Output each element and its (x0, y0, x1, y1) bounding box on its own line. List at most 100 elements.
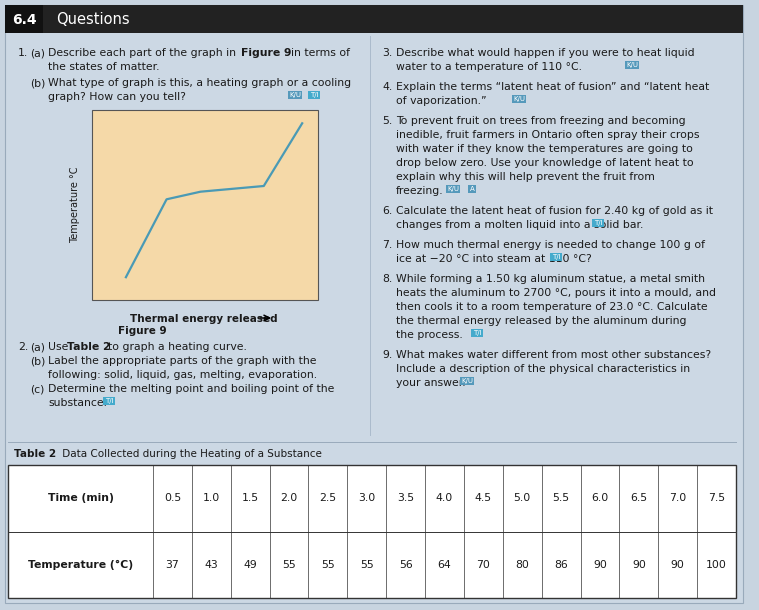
Text: 90: 90 (593, 560, 607, 570)
Text: drop below zero. Use your knowledge of latent heat to: drop below zero. Use your knowledge of l… (396, 158, 694, 168)
Text: 6.5: 6.5 (630, 493, 647, 503)
Text: K/U: K/U (626, 62, 638, 68)
Text: 2.0: 2.0 (280, 493, 298, 503)
Text: 64: 64 (438, 560, 452, 570)
Text: 3.5: 3.5 (397, 493, 414, 503)
Text: changes from a molten liquid into a solid bar.: changes from a molten liquid into a soli… (396, 220, 644, 230)
Text: 2.5: 2.5 (320, 493, 336, 503)
Text: Calculate the latent heat of fusion for 2.40 kg of gold as it: Calculate the latent heat of fusion for … (396, 206, 713, 216)
Text: 43: 43 (204, 560, 218, 570)
Text: (b): (b) (30, 78, 46, 88)
Text: 1.: 1. (18, 48, 28, 58)
Text: K/U: K/U (447, 186, 459, 192)
Text: 55: 55 (321, 560, 335, 570)
Text: graph? How can you tell?: graph? How can you tell? (48, 92, 186, 102)
Text: 4.0: 4.0 (436, 493, 453, 503)
Text: water to a temperature of 110 °C.: water to a temperature of 110 °C. (396, 62, 582, 72)
Text: 4.5: 4.5 (475, 493, 492, 503)
Text: Temperature °C: Temperature °C (70, 167, 80, 243)
Text: Determine the melting point and boiling point of the: Determine the melting point and boiling … (48, 384, 335, 394)
Text: 49: 49 (244, 560, 257, 570)
Text: Table 2: Table 2 (14, 449, 56, 459)
Text: (a): (a) (30, 342, 45, 352)
Text: substance.: substance. (48, 398, 107, 408)
Text: 1.0: 1.0 (203, 493, 220, 503)
Text: then cools it to a room temperature of 23.0 °C. Calculate: then cools it to a room temperature of 2… (396, 302, 707, 312)
Text: Label the appropriate parts of the graph with the: Label the appropriate parts of the graph… (48, 356, 317, 366)
Text: K/U: K/U (513, 96, 525, 102)
Text: Include a description of the physical characteristics in: Include a description of the physical ch… (396, 364, 690, 374)
Text: with water if they know the temperatures are going to: with water if they know the temperatures… (396, 144, 693, 154)
Text: T/I: T/I (473, 330, 481, 336)
Text: 86: 86 (554, 560, 568, 570)
Text: K/U: K/U (289, 92, 301, 98)
Text: 5.0: 5.0 (514, 493, 531, 503)
Text: K/U: K/U (461, 378, 473, 384)
Text: Figure 9: Figure 9 (241, 48, 291, 58)
Text: Describe what would happen if you were to heat liquid: Describe what would happen if you were t… (396, 48, 694, 58)
Text: inedible, fruit farmers in Ontario often spray their crops: inedible, fruit farmers in Ontario often… (396, 130, 700, 140)
Text: Data Collected during the Heating of a Substance: Data Collected during the Heating of a S… (59, 449, 322, 459)
Text: 0.5: 0.5 (164, 493, 181, 503)
Text: 6.4: 6.4 (11, 13, 36, 27)
Text: 7.: 7. (382, 240, 392, 250)
Text: To prevent fruit on trees from freezing and becoming: To prevent fruit on trees from freezing … (396, 116, 685, 126)
Text: T/I: T/I (552, 254, 560, 260)
Text: 90: 90 (632, 560, 646, 570)
Text: While forming a 1.50 kg aluminum statue, a metal smith: While forming a 1.50 kg aluminum statue,… (396, 274, 705, 284)
Text: Figure 9: Figure 9 (118, 326, 167, 336)
Text: 90: 90 (671, 560, 685, 570)
Text: 80: 80 (515, 560, 529, 570)
Text: explain why this will help prevent the fruit from: explain why this will help prevent the f… (396, 172, 655, 182)
Text: Use: Use (48, 342, 68, 352)
Text: Time (min): Time (min) (48, 493, 113, 503)
Text: the process.: the process. (396, 330, 463, 340)
Bar (92, 110, 318, 300)
Text: ice at −20 °C into steam at 110 °C?: ice at −20 °C into steam at 110 °C? (396, 254, 592, 264)
Text: T/I: T/I (310, 92, 318, 98)
Text: 8.: 8. (382, 274, 392, 284)
Text: (a): (a) (30, 48, 45, 58)
Text: What makes water different from most other substances?: What makes water different from most oth… (396, 350, 711, 360)
Text: 7.0: 7.0 (669, 493, 686, 503)
Text: 3.: 3. (382, 48, 392, 58)
Bar (8, 465, 736, 598)
Text: 9.: 9. (382, 350, 392, 360)
Text: Temperature (°C): Temperature (°C) (28, 560, 133, 570)
Text: 55: 55 (360, 560, 373, 570)
Text: 3.0: 3.0 (358, 493, 376, 503)
Bar (5, 5, 43, 33)
Text: the thermal energy released by the aluminum during: the thermal energy released by the alumi… (396, 316, 686, 326)
Text: T/I: T/I (594, 220, 603, 226)
Text: 70: 70 (477, 560, 490, 570)
Text: (b): (b) (30, 356, 46, 366)
Text: Thermal energy released: Thermal energy released (130, 314, 278, 324)
Text: Table 2: Table 2 (67, 342, 111, 352)
Text: to graph a heating curve.: to graph a heating curve. (108, 342, 247, 352)
Text: 6.: 6. (382, 206, 392, 216)
Text: Questions: Questions (56, 12, 130, 27)
Text: What type of graph is this, a heating graph or a cooling: What type of graph is this, a heating gr… (48, 78, 351, 88)
Text: 7.5: 7.5 (708, 493, 725, 503)
Text: T/I: T/I (105, 398, 113, 404)
Text: Explain the terms “latent heat of fusion” and “latent heat: Explain the terms “latent heat of fusion… (396, 82, 709, 92)
Text: 1.5: 1.5 (241, 493, 259, 503)
Text: 56: 56 (398, 560, 412, 570)
Text: 37: 37 (165, 560, 179, 570)
Text: Describe each part of the graph in: Describe each part of the graph in (48, 48, 236, 58)
Text: (c): (c) (30, 384, 44, 394)
Text: in terms of: in terms of (291, 48, 350, 58)
Text: 6.0: 6.0 (591, 493, 609, 503)
Text: of vaporization.”: of vaporization.” (396, 96, 487, 106)
Text: following: solid, liquid, gas, melting, evaporation.: following: solid, liquid, gas, melting, … (48, 370, 317, 380)
Text: the states of matter.: the states of matter. (48, 62, 159, 72)
Text: How much thermal energy is needed to change 100 g of: How much thermal energy is needed to cha… (396, 240, 705, 250)
Text: your answer.: your answer. (396, 378, 465, 388)
Text: 4.: 4. (382, 82, 392, 92)
Text: heats the aluminum to 2700 °C, pours it into a mould, and: heats the aluminum to 2700 °C, pours it … (396, 288, 716, 298)
Text: A: A (470, 186, 474, 192)
Text: 55: 55 (282, 560, 296, 570)
Text: 100: 100 (706, 560, 727, 570)
Bar (5, 5, 743, 33)
Text: 5.5: 5.5 (553, 493, 570, 503)
